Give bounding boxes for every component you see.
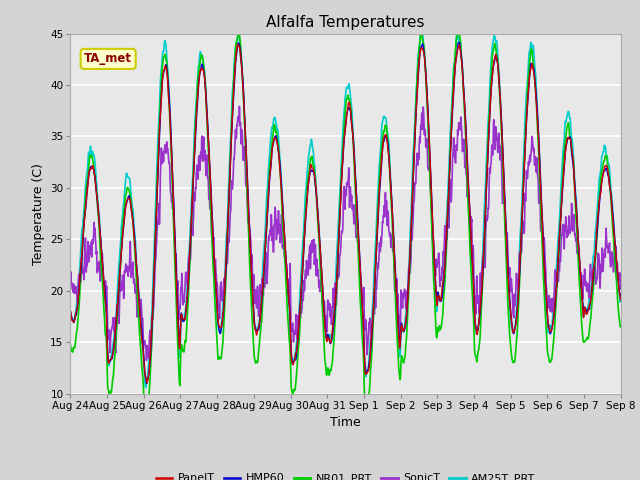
Legend: PanelT, HMP60, NR01_PRT, SonicT, AM25T_PRT: PanelT, HMP60, NR01_PRT, SonicT, AM25T_P… (151, 469, 540, 480)
SonicT (220, 276, 228, 282)
Line: AM25T_PRT: AM25T_PRT (70, 28, 621, 387)
AM25T_PRT (569, 143, 577, 148)
NR01_PRT (143, 413, 150, 419)
AM25T_PRT (617, 293, 625, 299)
SonicT (569, 228, 577, 234)
NR01_PRT (617, 324, 625, 329)
HMP60 (143, 381, 150, 386)
AM25T_PRT (142, 384, 150, 390)
AM25T_PRT (584, 303, 592, 309)
HMP60 (617, 291, 625, 297)
HMP60 (506, 298, 514, 303)
HMP60 (220, 298, 228, 304)
NR01_PRT (454, 28, 461, 34)
AM25T_PRT (374, 195, 381, 201)
PanelT (67, 308, 74, 314)
SonicT (67, 275, 74, 280)
HMP60 (584, 307, 592, 313)
PanelT (584, 308, 592, 313)
AM25T_PRT (220, 285, 228, 291)
NR01_PRT (506, 335, 514, 341)
SonicT (236, 103, 243, 109)
Line: NR01_PRT: NR01_PRT (70, 31, 621, 416)
SonicT (362, 317, 370, 323)
Title: Alfalfa Temperatures: Alfalfa Temperatures (266, 15, 425, 30)
HMP60 (455, 39, 463, 45)
Line: PanelT: PanelT (70, 44, 621, 383)
PanelT (617, 297, 625, 302)
PanelT (362, 372, 370, 377)
AM25T_PRT (506, 308, 514, 314)
Y-axis label: Temperature (C): Temperature (C) (31, 163, 45, 264)
AM25T_PRT (67, 315, 74, 321)
NR01_PRT (374, 215, 381, 221)
PanelT (143, 380, 151, 386)
HMP60 (67, 308, 74, 314)
AM25T_PRT (362, 374, 369, 380)
PanelT (569, 153, 577, 159)
NR01_PRT (584, 336, 592, 342)
HMP60 (374, 226, 381, 231)
PanelT (234, 41, 241, 47)
SonicT (143, 358, 150, 363)
Text: TA_met: TA_met (84, 52, 132, 65)
X-axis label: Time: Time (330, 416, 361, 429)
PanelT (220, 300, 228, 306)
SonicT (374, 260, 381, 266)
NR01_PRT (362, 400, 369, 406)
SonicT (506, 265, 514, 271)
NR01_PRT (569, 154, 577, 159)
SonicT (584, 281, 592, 287)
AM25T_PRT (418, 25, 426, 31)
PanelT (374, 216, 381, 222)
Line: HMP60: HMP60 (70, 42, 621, 384)
Line: SonicT: SonicT (70, 106, 621, 360)
PanelT (506, 301, 514, 307)
NR01_PRT (67, 342, 74, 348)
HMP60 (569, 158, 577, 164)
SonicT (617, 286, 625, 292)
HMP60 (362, 367, 369, 372)
NR01_PRT (220, 315, 228, 321)
